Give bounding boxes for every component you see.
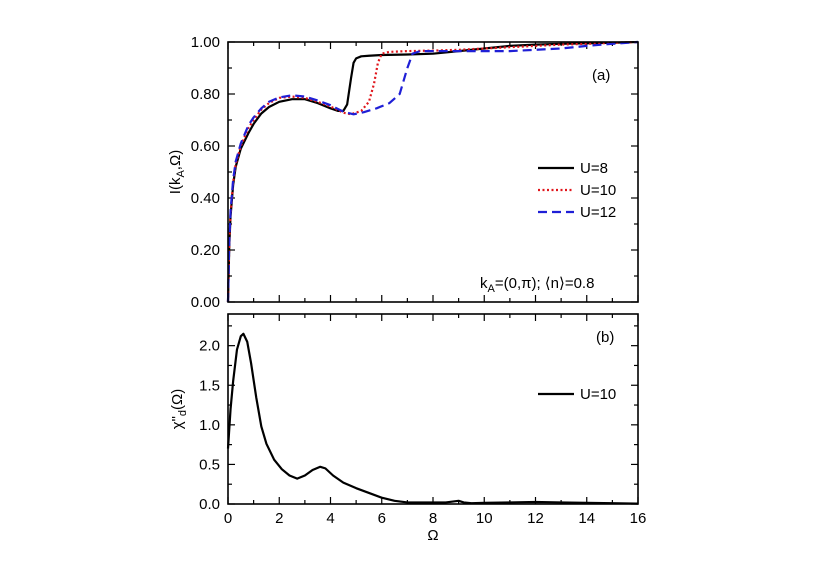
y-tick-label: 0.40 <box>191 190 220 207</box>
series-line-u-10 <box>226 40 639 303</box>
series-line-u-10 <box>226 332 639 505</box>
x-tick-label: 8 <box>429 510 437 527</box>
x-tick-label: 12 <box>527 510 544 527</box>
y-tick-label: 0.00 <box>191 294 220 311</box>
panel-a-y-axis-label: I(kA,Ω) <box>167 150 187 194</box>
x-tick-label: 2 <box>275 510 283 527</box>
y-tick-label: 1.0 <box>199 417 220 434</box>
y-tick-label: 1.00 <box>191 34 220 51</box>
legend-label: U=8 <box>580 160 608 177</box>
panel-b-y-axis-label: χ"d(Ω) <box>169 389 189 430</box>
panel-a-label: (a) <box>592 67 610 84</box>
y-tick-label: 0.20 <box>191 242 220 259</box>
y-tick-label: 0.0 <box>199 496 220 513</box>
panel-b-legend: U=10 <box>538 386 616 403</box>
x-tick-label: 10 <box>476 510 493 527</box>
series-line-u-12 <box>226 40 639 303</box>
panel-a: 0.00 0.20 0.40 0.60 0.80 1.00 (a) I(kA,Ω) U=8… <box>167 34 639 311</box>
x-tick-label: 0 <box>224 510 232 527</box>
panel-a-frame <box>227 41 639 303</box>
panel-b-x-axis-label: Ω <box>427 527 438 544</box>
legend-label: U=10 <box>580 182 616 199</box>
y-tick-label: 0.60 <box>191 138 220 155</box>
panel-a-legend: U=8 U=10 U=12 <box>538 160 616 221</box>
x-tick-label: 14 <box>578 510 595 527</box>
panel-b-ticks: 0.0 0.5 1.0 1.5 2.0 0 2 4 6 8 10 12 14 16 <box>199 314 646 527</box>
legend-label: U=12 <box>580 204 616 221</box>
panel-b-frame <box>227 313 639 505</box>
x-tick-label: 16 <box>630 510 647 527</box>
y-tick-label: 0.5 <box>199 456 220 473</box>
series-line-u-8 <box>226 40 639 303</box>
y-tick-label: 0.80 <box>191 86 220 103</box>
y-tick-label: 2.0 <box>199 338 220 355</box>
panel-a-annotation: kA=(0,π); ⟨n⟩=0.8 <box>480 275 594 295</box>
y-tick-label: 1.5 <box>199 377 220 394</box>
x-tick-label: 4 <box>326 510 334 527</box>
legend-label: U=10 <box>580 386 616 403</box>
panel-b-series <box>226 332 639 505</box>
x-tick-label: 6 <box>378 510 386 527</box>
panel-a-series <box>226 40 639 303</box>
panel-a-ticks: 0.00 0.20 0.40 0.60 0.80 1.00 <box>191 34 639 311</box>
panel-b-label: (b) <box>596 329 614 346</box>
panel-b: 0.00.51.01.52.00 2 4 6 8 10 12 14 16 (b) χ"d(Ω) … <box>169 313 646 544</box>
